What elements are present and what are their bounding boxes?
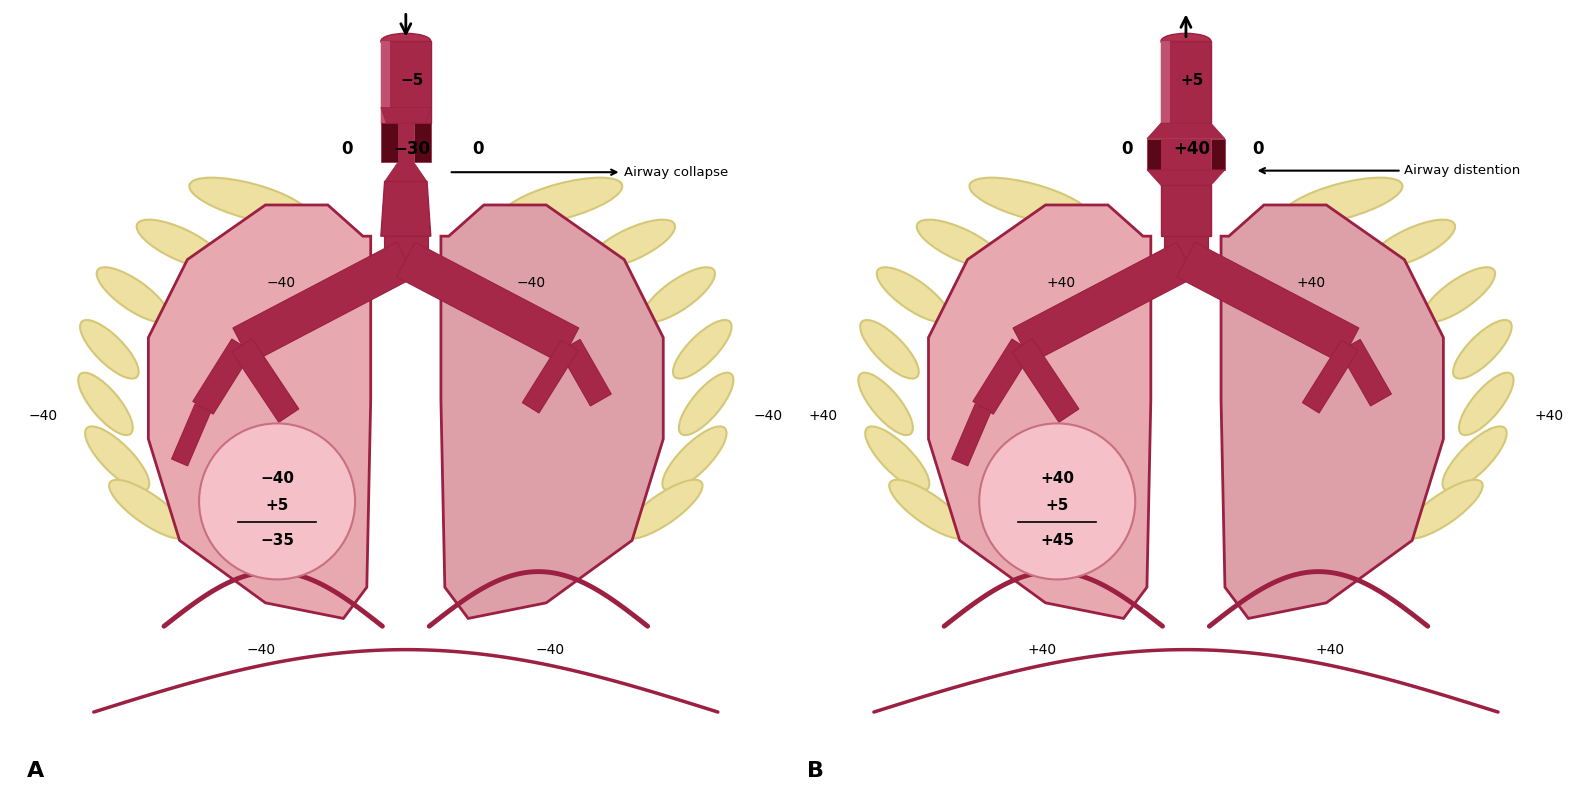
Text: +40: +40 <box>1295 276 1325 290</box>
Text: Airway distention: Airway distention <box>1259 164 1521 177</box>
Ellipse shape <box>80 320 139 378</box>
Ellipse shape <box>381 34 430 49</box>
Ellipse shape <box>917 220 1002 268</box>
Text: +40: +40 <box>1533 409 1563 422</box>
Text: +45: +45 <box>1040 533 1075 548</box>
Polygon shape <box>192 339 252 414</box>
Text: −40: −40 <box>260 470 295 486</box>
Text: −35: −35 <box>260 533 295 548</box>
Text: −5: −5 <box>400 73 424 88</box>
Ellipse shape <box>679 373 733 435</box>
Polygon shape <box>232 338 299 422</box>
Text: B: B <box>807 761 824 781</box>
Circle shape <box>199 423 355 579</box>
Text: −40: −40 <box>536 642 564 657</box>
Ellipse shape <box>1162 34 1210 49</box>
Ellipse shape <box>969 178 1091 225</box>
Ellipse shape <box>673 320 731 378</box>
Polygon shape <box>385 236 427 259</box>
Polygon shape <box>1221 205 1444 618</box>
Text: 0: 0 <box>1251 140 1264 158</box>
Ellipse shape <box>876 267 949 322</box>
Ellipse shape <box>96 267 169 322</box>
Circle shape <box>979 423 1135 579</box>
Polygon shape <box>381 41 391 123</box>
Polygon shape <box>952 404 991 466</box>
Polygon shape <box>1177 242 1359 363</box>
Text: +40: +40 <box>1040 470 1075 486</box>
Ellipse shape <box>859 373 913 435</box>
Polygon shape <box>1210 138 1225 170</box>
Polygon shape <box>522 340 578 413</box>
Ellipse shape <box>889 480 968 538</box>
Text: A: A <box>27 761 44 781</box>
Polygon shape <box>397 242 578 363</box>
Ellipse shape <box>85 426 150 490</box>
Text: −40: −40 <box>753 409 783 422</box>
Polygon shape <box>172 404 211 466</box>
Polygon shape <box>148 205 370 618</box>
Text: +5: +5 <box>1045 498 1069 513</box>
Polygon shape <box>1013 242 1195 363</box>
Ellipse shape <box>662 426 727 490</box>
Polygon shape <box>381 123 399 162</box>
Polygon shape <box>385 162 427 182</box>
Ellipse shape <box>1404 480 1483 538</box>
Polygon shape <box>441 205 663 618</box>
Polygon shape <box>1147 123 1225 138</box>
Ellipse shape <box>1453 320 1511 378</box>
Ellipse shape <box>860 320 919 378</box>
Ellipse shape <box>643 267 716 322</box>
Ellipse shape <box>1281 178 1403 225</box>
Text: 0: 0 <box>1122 140 1133 158</box>
Text: −30: −30 <box>394 140 430 158</box>
Text: +40: +40 <box>808 409 838 422</box>
Ellipse shape <box>1442 426 1507 490</box>
Ellipse shape <box>501 178 623 225</box>
Polygon shape <box>381 107 430 123</box>
Text: −40: −40 <box>266 276 296 290</box>
Ellipse shape <box>189 178 310 225</box>
Ellipse shape <box>109 480 188 538</box>
Polygon shape <box>1162 41 1171 123</box>
Polygon shape <box>1162 41 1210 123</box>
Polygon shape <box>559 339 611 406</box>
Polygon shape <box>972 339 1032 414</box>
Polygon shape <box>1162 138 1210 170</box>
Ellipse shape <box>79 373 132 435</box>
Ellipse shape <box>137 220 222 268</box>
Ellipse shape <box>1370 220 1455 268</box>
Ellipse shape <box>624 480 703 538</box>
Ellipse shape <box>1423 267 1496 322</box>
Polygon shape <box>1302 340 1359 413</box>
Polygon shape <box>1162 186 1210 236</box>
Polygon shape <box>1147 170 1225 186</box>
Text: +40: +40 <box>1174 140 1210 158</box>
Polygon shape <box>1147 138 1162 170</box>
Text: −40: −40 <box>28 409 58 422</box>
Polygon shape <box>1165 236 1207 259</box>
Text: Airway collapse: Airway collapse <box>451 166 728 178</box>
Text: 0: 0 <box>342 140 353 158</box>
Polygon shape <box>413 123 430 162</box>
Text: +40: +40 <box>1046 276 1076 290</box>
Text: +5: +5 <box>265 498 288 513</box>
Polygon shape <box>1012 338 1080 422</box>
Text: +5: +5 <box>1180 73 1204 88</box>
Text: +40: +40 <box>1028 642 1056 657</box>
Text: 0: 0 <box>471 140 484 158</box>
Text: −40: −40 <box>247 642 276 657</box>
Ellipse shape <box>589 220 675 268</box>
Polygon shape <box>233 242 414 363</box>
Polygon shape <box>381 41 430 123</box>
Polygon shape <box>1340 339 1392 406</box>
Ellipse shape <box>1459 373 1513 435</box>
Polygon shape <box>381 182 430 236</box>
Text: −40: −40 <box>515 276 545 290</box>
Text: +40: +40 <box>1316 642 1344 657</box>
Ellipse shape <box>865 426 930 490</box>
Polygon shape <box>928 205 1150 618</box>
Polygon shape <box>399 123 413 162</box>
